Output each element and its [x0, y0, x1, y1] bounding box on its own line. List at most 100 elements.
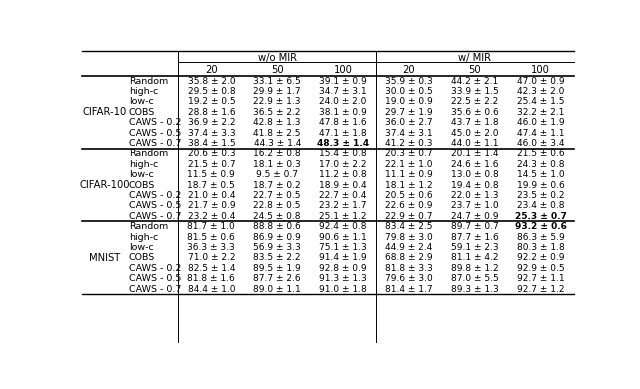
Text: 59.1 ± 2.3: 59.1 ± 2.3: [451, 243, 499, 252]
Text: 28.8 ± 1.6: 28.8 ± 1.6: [188, 108, 235, 117]
Text: 24.6 ± 1.6: 24.6 ± 1.6: [451, 160, 499, 169]
Text: 19.2 ± 0.5: 19.2 ± 0.5: [188, 97, 235, 107]
Text: 25.4 ± 1.5: 25.4 ± 1.5: [517, 97, 564, 107]
Text: 89.3 ± 1.3: 89.3 ± 1.3: [451, 284, 499, 294]
Text: CAWS - 0.5: CAWS - 0.5: [129, 274, 181, 283]
Text: Random: Random: [129, 222, 168, 231]
Text: 20.5 ± 0.6: 20.5 ± 0.6: [385, 191, 433, 200]
Text: 42.3 ± 2.0: 42.3 ± 2.0: [517, 87, 564, 96]
Text: 23.2 ± 1.7: 23.2 ± 1.7: [319, 202, 367, 210]
Text: Random: Random: [129, 77, 168, 86]
Text: w/ MIR: w/ MIR: [458, 53, 492, 63]
Text: 20: 20: [403, 65, 415, 75]
Text: 56.9 ± 3.3: 56.9 ± 3.3: [253, 243, 301, 252]
Text: 35.8 ± 2.0: 35.8 ± 2.0: [188, 77, 235, 86]
Text: 43.7 ± 1.8: 43.7 ± 1.8: [451, 118, 499, 127]
Text: 36.9 ± 2.2: 36.9 ± 2.2: [188, 118, 235, 127]
Text: 42.8 ± 1.3: 42.8 ± 1.3: [253, 118, 301, 127]
Text: 92.2 ± 0.9: 92.2 ± 0.9: [517, 253, 564, 262]
Text: 21.5 ± 0.7: 21.5 ± 0.7: [188, 160, 235, 169]
Text: 22.5 ± 2.2: 22.5 ± 2.2: [451, 97, 499, 107]
Text: 86.3 ± 5.9: 86.3 ± 5.9: [517, 233, 564, 242]
Text: 14.5 ± 1.0: 14.5 ± 1.0: [517, 170, 564, 179]
Text: 89.8 ± 1.2: 89.8 ± 1.2: [451, 264, 499, 273]
Text: 37.4 ± 3.1: 37.4 ± 3.1: [385, 129, 433, 138]
Text: high-c: high-c: [129, 160, 158, 169]
Text: 81.8 ± 1.6: 81.8 ± 1.6: [188, 274, 236, 283]
Text: 22.1 ± 1.0: 22.1 ± 1.0: [385, 160, 433, 169]
Text: 81.4 ± 1.7: 81.4 ± 1.7: [385, 284, 433, 294]
Text: 91.3 ± 1.3: 91.3 ± 1.3: [319, 274, 367, 283]
Text: 50: 50: [468, 65, 481, 75]
Text: 36.5 ± 2.2: 36.5 ± 2.2: [253, 108, 301, 117]
Text: CAWS - 0.5: CAWS - 0.5: [129, 129, 181, 138]
Text: 44.0 ± 1.1: 44.0 ± 1.1: [451, 139, 499, 148]
Text: 22.9 ± 0.7: 22.9 ± 0.7: [385, 212, 433, 221]
Text: 22.7 ± 0.4: 22.7 ± 0.4: [319, 191, 367, 200]
Text: 19.0 ± 0.9: 19.0 ± 0.9: [385, 97, 433, 107]
Text: CAWS - 0.2: CAWS - 0.2: [129, 118, 181, 127]
Text: 83.4 ± 2.5: 83.4 ± 2.5: [385, 222, 433, 231]
Text: 19.4 ± 0.8: 19.4 ± 0.8: [451, 180, 499, 189]
Text: 92.7 ± 1.2: 92.7 ± 1.2: [517, 284, 564, 294]
Text: 24.3 ± 0.8: 24.3 ± 0.8: [517, 160, 564, 169]
Text: 13.0 ± 0.8: 13.0 ± 0.8: [451, 170, 499, 179]
Text: 19.9 ± 0.6: 19.9 ± 0.6: [517, 180, 564, 189]
Text: 24.5 ± 0.8: 24.5 ± 0.8: [253, 212, 301, 221]
Text: 47.8 ± 1.6: 47.8 ± 1.6: [319, 118, 367, 127]
Text: 25.3 ± 0.7: 25.3 ± 0.7: [515, 212, 566, 221]
Text: CIFAR-10: CIFAR-10: [83, 107, 127, 117]
Text: 47.1 ± 1.8: 47.1 ± 1.8: [319, 129, 367, 138]
Text: COBS: COBS: [129, 253, 155, 262]
Text: 17.0 ± 2.2: 17.0 ± 2.2: [319, 160, 367, 169]
Text: 47.0 ± 0.9: 47.0 ± 0.9: [517, 77, 564, 86]
Text: 33.1 ± 6.5: 33.1 ± 6.5: [253, 77, 301, 86]
Text: 24.0 ± 2.0: 24.0 ± 2.0: [319, 97, 367, 107]
Text: 30.0 ± 0.5: 30.0 ± 0.5: [385, 87, 433, 96]
Text: CAWS - 0.5: CAWS - 0.5: [129, 202, 181, 210]
Text: 89.0 ± 1.1: 89.0 ± 1.1: [253, 284, 301, 294]
Text: 87.7 ± 1.6: 87.7 ± 1.6: [451, 233, 499, 242]
Text: CAWS - 0.7: CAWS - 0.7: [129, 139, 181, 148]
Text: 82.5 ± 1.4: 82.5 ± 1.4: [188, 264, 235, 273]
Text: CAWS - 0.2: CAWS - 0.2: [129, 264, 181, 273]
Text: 87.0 ± 5.5: 87.0 ± 5.5: [451, 274, 499, 283]
Text: 41.2 ± 0.3: 41.2 ± 0.3: [385, 139, 433, 148]
Text: 18.7 ± 0.2: 18.7 ± 0.2: [253, 180, 301, 189]
Text: 44.3 ± 1.4: 44.3 ± 1.4: [253, 139, 301, 148]
Text: 81.5 ± 0.6: 81.5 ± 0.6: [188, 233, 236, 242]
Text: 81.8 ± 3.3: 81.8 ± 3.3: [385, 264, 433, 273]
Text: 100: 100: [531, 65, 550, 75]
Text: 15.4 ± 0.8: 15.4 ± 0.8: [319, 149, 367, 158]
Text: 9.5 ± 0.7: 9.5 ± 0.7: [256, 170, 298, 179]
Text: 44.9 ± 2.4: 44.9 ± 2.4: [385, 243, 433, 252]
Text: MNIST: MNIST: [89, 253, 120, 263]
Text: Random: Random: [129, 149, 168, 158]
Text: 24.7 ± 0.9: 24.7 ± 0.9: [451, 212, 499, 221]
Text: 50: 50: [271, 65, 284, 75]
Text: 33.9 ± 1.5: 33.9 ± 1.5: [451, 87, 499, 96]
Text: 48.3 ± 1.4: 48.3 ± 1.4: [317, 139, 369, 148]
Text: 21.7 ± 0.9: 21.7 ± 0.9: [188, 202, 235, 210]
Text: 86.9 ± 0.9: 86.9 ± 0.9: [253, 233, 301, 242]
Text: w/o MIR: w/o MIR: [258, 53, 297, 63]
Text: 18.1 ± 1.2: 18.1 ± 1.2: [385, 180, 433, 189]
Text: 18.1 ± 0.3: 18.1 ± 0.3: [253, 160, 301, 169]
Text: 45.0 ± 2.0: 45.0 ± 2.0: [451, 129, 499, 138]
Text: 87.7 ± 2.6: 87.7 ± 2.6: [253, 274, 301, 283]
Text: 20: 20: [205, 65, 218, 75]
Text: low-c: low-c: [129, 243, 154, 252]
Text: COBS: COBS: [129, 108, 155, 117]
Text: 93.2 ± 0.6: 93.2 ± 0.6: [515, 222, 566, 231]
Text: 23.2 ± 0.4: 23.2 ± 0.4: [188, 212, 235, 221]
Text: 46.0 ± 3.4: 46.0 ± 3.4: [517, 139, 564, 148]
Text: 22.6 ± 0.9: 22.6 ± 0.9: [385, 202, 433, 210]
Text: 81.1 ± 4.2: 81.1 ± 4.2: [451, 253, 499, 262]
Text: 44.2 ± 2.1: 44.2 ± 2.1: [451, 77, 499, 86]
Text: 23.4 ± 0.8: 23.4 ± 0.8: [517, 202, 564, 210]
Text: 39.1 ± 0.9: 39.1 ± 0.9: [319, 77, 367, 86]
Text: 11.2 ± 0.8: 11.2 ± 0.8: [319, 170, 367, 179]
Text: CAWS - 0.7: CAWS - 0.7: [129, 284, 181, 294]
Text: 11.5 ± 0.9: 11.5 ± 0.9: [188, 170, 236, 179]
Text: 22.9 ± 1.3: 22.9 ± 1.3: [253, 97, 301, 107]
